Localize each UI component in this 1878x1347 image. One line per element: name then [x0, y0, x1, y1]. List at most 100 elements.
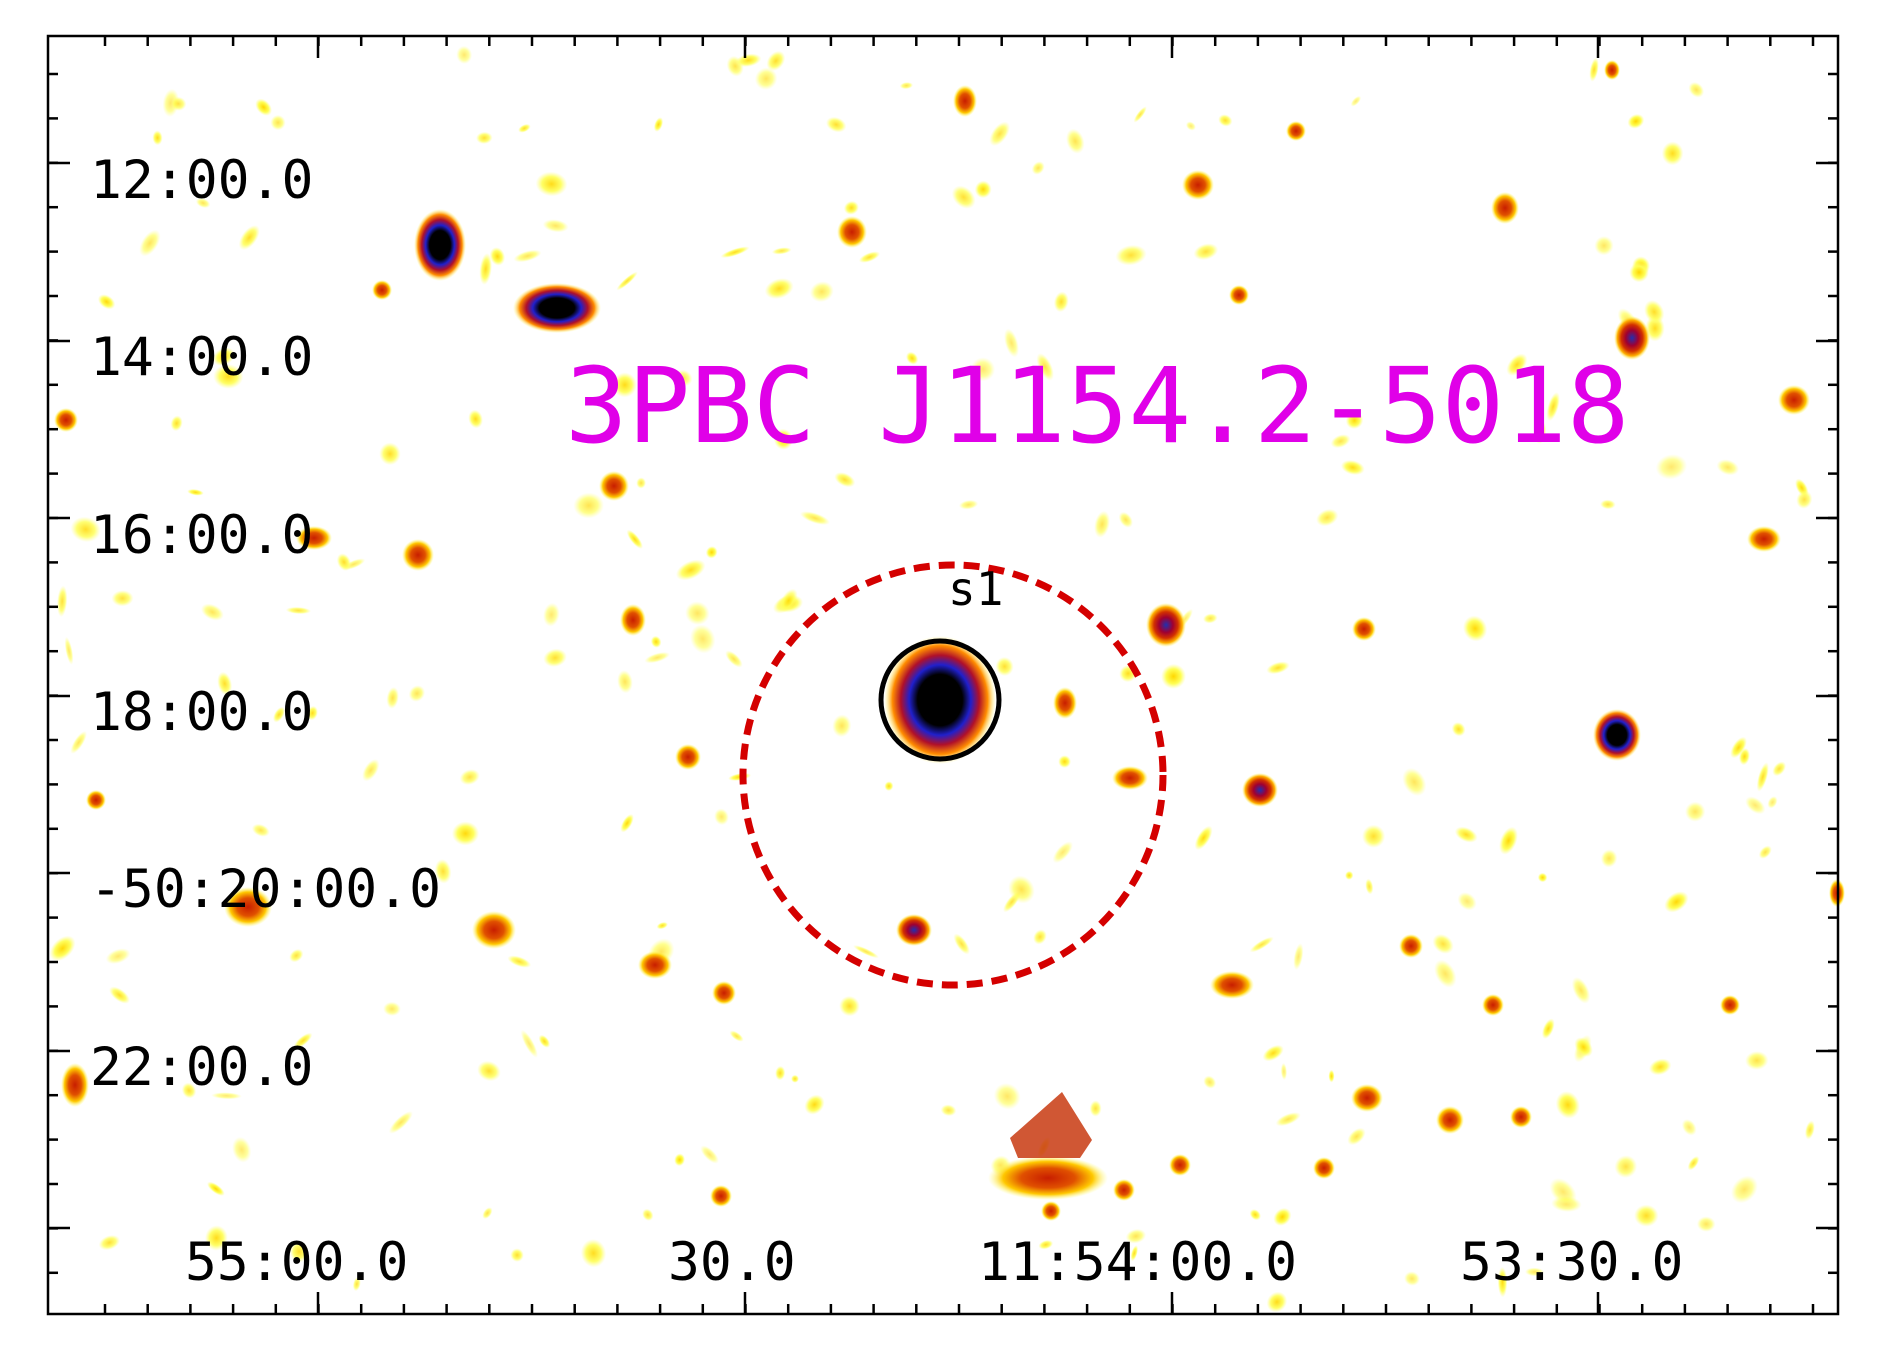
noise-blob [1767, 796, 1778, 809]
source-weak [1313, 1157, 1335, 1179]
noise-blob [1133, 106, 1147, 123]
noise-blob [538, 1034, 551, 1048]
noise-blob [1036, 353, 1054, 381]
noise-blob [518, 123, 531, 133]
noise-blob [1404, 1271, 1420, 1286]
noise-blob [1696, 1216, 1716, 1232]
noise-blob [1115, 244, 1147, 266]
noise-blob [905, 351, 919, 365]
noise-blob [1574, 1037, 1593, 1057]
noise-blob [289, 948, 304, 963]
source-weak [1351, 1084, 1383, 1112]
noise-blob [674, 369, 693, 387]
noise-blob [1644, 300, 1665, 324]
noise-blob [1758, 845, 1772, 859]
noise-blob [735, 53, 762, 68]
source-weak [1604, 60, 1620, 80]
noise-blob [714, 808, 729, 826]
noise-blob [1202, 613, 1218, 624]
noise-blob [1402, 767, 1427, 797]
noise-blob [238, 225, 260, 251]
noise-blob [1266, 1291, 1288, 1313]
noise-blob [195, 197, 211, 209]
noise-blob [1273, 1207, 1292, 1226]
source-weak [1182, 170, 1214, 200]
noise-blob [1340, 459, 1365, 476]
noise-blob [705, 546, 718, 559]
noise-blob [958, 499, 979, 510]
noise-blob [771, 247, 792, 255]
noise-blob [940, 1104, 957, 1117]
noise-blob [636, 477, 647, 489]
noise-blob [111, 590, 134, 607]
noise-blob [951, 185, 976, 209]
source-weak [1778, 385, 1810, 415]
source-weak [1482, 994, 1504, 1016]
noise-blob [510, 1248, 524, 1262]
noise-blob [1688, 81, 1705, 98]
source-weak [1229, 285, 1249, 305]
ra-label-3: 11:54:00.0 [978, 1232, 1297, 1293]
source-strong [513, 283, 601, 333]
noise-blob [689, 624, 716, 654]
noise-blob [543, 648, 567, 667]
noise-blob [1185, 121, 1196, 131]
noise-blob [1600, 499, 1616, 510]
noise-blob [352, 1276, 361, 1292]
noise-blob [1066, 128, 1085, 154]
noise-blob [839, 995, 860, 1017]
noise-blob [970, 357, 996, 382]
noise-blob [832, 714, 852, 738]
noise-blob [1249, 936, 1274, 953]
noise-blob [1161, 663, 1186, 689]
noise-blob [1463, 615, 1488, 642]
noise-blob [720, 246, 750, 258]
noise-blob [379, 442, 401, 466]
noise-blob [1330, 434, 1351, 449]
dec-label-6: 22:00.0 [90, 1037, 313, 1098]
source-weak [675, 744, 701, 770]
noise-blob [773, 428, 793, 450]
noise-blob [272, 706, 286, 723]
source-weak [599, 471, 629, 501]
source-weak [712, 981, 736, 1005]
noise-blob [1730, 736, 1747, 759]
source-medium [1614, 316, 1650, 360]
noise-blob [1058, 755, 1071, 768]
noise-blob [1796, 490, 1813, 509]
noise-blob [535, 171, 568, 197]
noise-blob [1218, 114, 1233, 127]
noise-blob [580, 1239, 607, 1268]
source-weak [1169, 1154, 1191, 1176]
noise-blob [617, 670, 633, 694]
noise-blob [152, 130, 163, 146]
noise-blob [1664, 891, 1689, 913]
source-weak [837, 216, 867, 248]
source-weak [1112, 766, 1148, 790]
noise-blob [800, 511, 830, 525]
noise-blob [207, 1181, 225, 1196]
noise-blob [1432, 933, 1454, 954]
noise-blob [1716, 459, 1740, 476]
noise-blob [1008, 875, 1035, 904]
source-weak [372, 280, 392, 300]
noise-blob [1745, 796, 1766, 815]
sky-sources [54, 60, 1845, 1221]
sky-noise [49, 45, 1815, 1313]
source-medium [1242, 773, 1278, 807]
noise-blob [70, 516, 101, 543]
ra-label-4: 53:30.0 [1460, 1232, 1683, 1293]
noise-blob [1038, 1239, 1054, 1250]
noise-blob [211, 1092, 242, 1100]
noise-blob [49, 935, 76, 962]
source-weak [1747, 526, 1781, 552]
noise-blob [993, 1083, 1021, 1110]
noise-blob [1293, 943, 1304, 971]
source-weak [988, 1156, 1108, 1200]
noise-blob [468, 409, 483, 429]
noise-blob [479, 253, 492, 285]
noise-blob [884, 781, 894, 791]
noise-blob [1555, 1091, 1580, 1119]
noise-blob [1053, 291, 1069, 313]
